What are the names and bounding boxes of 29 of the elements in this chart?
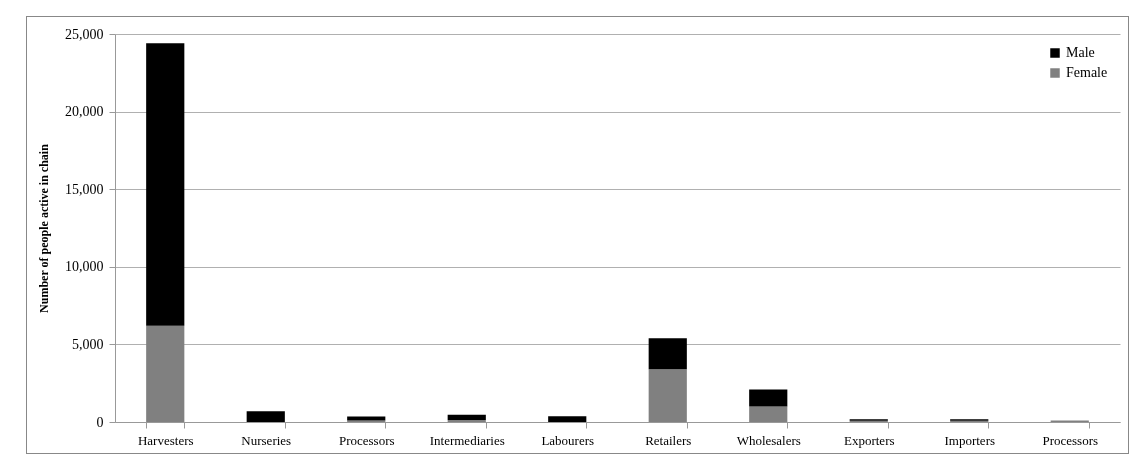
x-tick-label: Wholesalers	[736, 432, 801, 448]
x-tick-label: Retailers	[645, 432, 692, 448]
bar	[749, 389, 788, 407]
x-tick-label: Processors	[1042, 432, 1099, 448]
x-tick-label: Exporters	[843, 432, 895, 448]
x-tick-label: Harvesters	[137, 432, 194, 448]
x-tick-label: Labourers	[541, 432, 595, 448]
bar	[146, 43, 185, 326]
x-tick-label: Intermediaries	[429, 432, 505, 448]
y-tick-label: 20,000	[65, 104, 104, 120]
x-tick-label: Processors	[338, 432, 395, 448]
y-tick-label: 0	[96, 414, 104, 430]
x-tick-label: Importers	[944, 432, 996, 448]
bar	[246, 411, 285, 422]
legend-label: Female	[1066, 65, 1108, 80]
legend-label: Male	[1066, 45, 1095, 60]
y-tick-label: 5,000	[72, 336, 104, 352]
y-tick-label: 10,000	[65, 259, 104, 275]
bar	[146, 325, 185, 422]
y-tick-label: 15,000	[65, 181, 104, 197]
y-tick-label: 25,000	[65, 26, 104, 42]
bar	[548, 416, 587, 422]
y-axis-title: Number of people active in chain	[37, 143, 51, 313]
bar	[648, 338, 687, 370]
x-tick-label: Nurseries	[241, 432, 292, 448]
bar	[447, 414, 486, 420]
bar	[749, 406, 788, 422]
bar	[648, 369, 687, 422]
bar	[447, 419, 486, 422]
